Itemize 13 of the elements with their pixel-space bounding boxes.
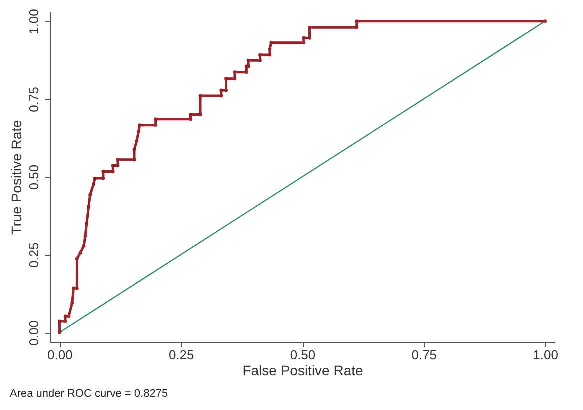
x-tick-label: 0.75 (412, 348, 438, 362)
y-tick-label: 0.00 (26, 320, 42, 346)
y-tick-label: 0.75 (26, 87, 42, 112)
y-tick-label: 0.25 (26, 242, 42, 268)
y-tick-label: 0.50 (26, 164, 42, 190)
x-tick-label: 0.00 (48, 348, 73, 362)
x-axis-title: False Positive Rate (242, 362, 364, 378)
y-tick-label: 1.00 (26, 9, 42, 34)
x-tick-label: 1.00 (533, 348, 558, 362)
x-tick-label: 0.25 (168, 348, 194, 362)
y-axis-title: True Positive Rate (8, 120, 24, 235)
x-tick-label: 0.50 (290, 348, 316, 362)
text: Area under ROC curve = 0.8275 (10, 388, 168, 400)
